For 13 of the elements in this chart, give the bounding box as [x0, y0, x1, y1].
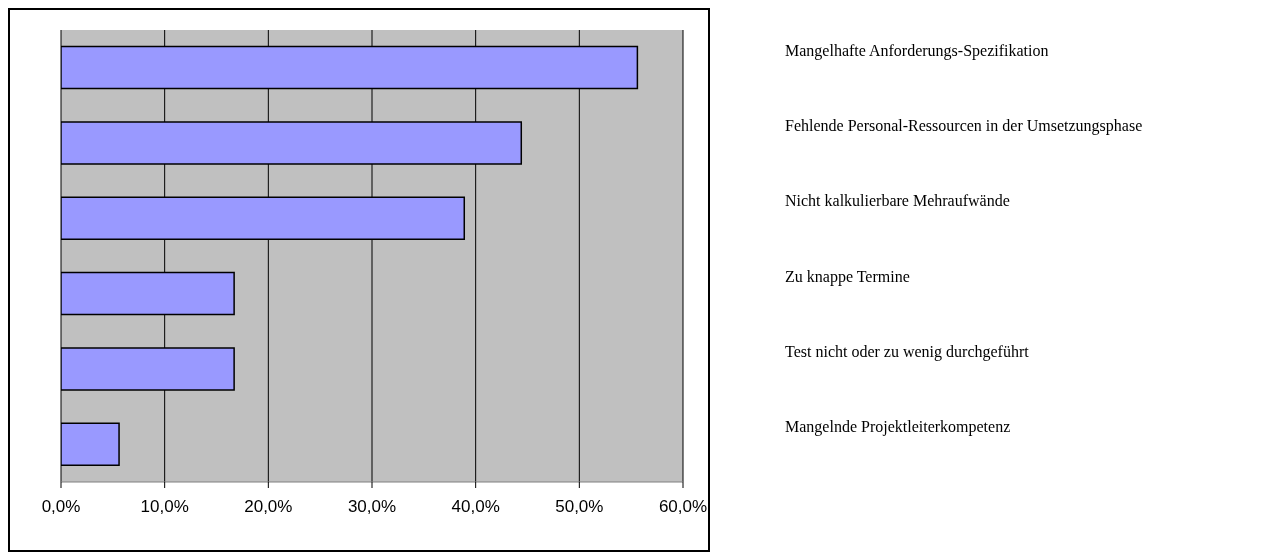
x-tick-label: 50,0%: [555, 497, 604, 517]
x-tick-label: 40,0%: [451, 497, 500, 517]
x-tick-label: 20,0%: [244, 497, 293, 517]
y-tick-label: Fehlende Personal-Ressourcen in der Umsetzungsphase: [785, 117, 1143, 135]
y-tick-label: Nicht kalkulierbare Mehraufwände: [785, 192, 1010, 210]
y-tick-label: Zu knappe Termine: [785, 267, 910, 286]
x-tick-label: 30,0%: [347, 497, 397, 517]
x-tick-label: 10,0%: [140, 497, 189, 517]
x-tick-label: 60,0%: [658, 497, 708, 517]
y-tick-label: Test nicht oder zu wenig durchgeführt: [785, 343, 1030, 361]
y-tick-label: Mangelnde Projektleiterkompetenz: [785, 418, 1011, 437]
x-tick-label: 0,0%: [41, 497, 81, 517]
y-tick-label: Mangelhafte Anforderungs-Spezifikation: [785, 41, 1049, 60]
